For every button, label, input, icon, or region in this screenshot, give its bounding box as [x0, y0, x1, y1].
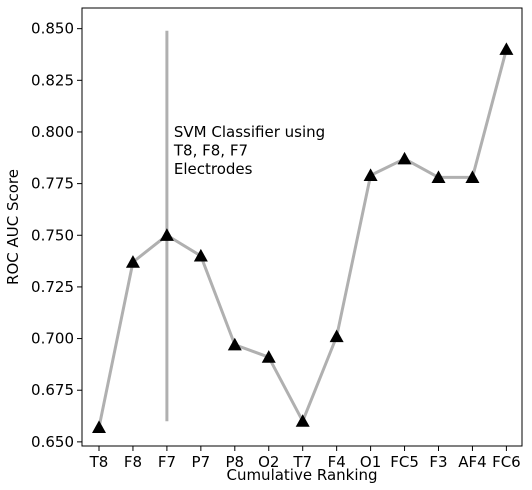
data-point-p8: [227, 337, 242, 351]
data-point-f8: [125, 255, 140, 268]
y-tick-label: 0.700: [31, 330, 74, 348]
x-tick-label: O1: [360, 453, 381, 471]
x-tick-label: F8: [124, 453, 142, 471]
data-point-fc6: [499, 42, 514, 55]
y-tick-label: 0.825: [31, 71, 74, 89]
data-point-af4: [465, 170, 480, 184]
data-point-f4: [329, 329, 344, 343]
data-point-f7: [159, 228, 174, 241]
x-tick-label: P7: [192, 453, 211, 471]
y-tick-label: 0.725: [31, 278, 74, 296]
y-tick-label: 0.750: [31, 226, 74, 244]
y-tick-label: 0.850: [31, 20, 74, 38]
annotation-line: Electrodes: [174, 160, 253, 178]
x-tick-label: F3: [429, 453, 447, 471]
data-point-p7: [193, 248, 208, 262]
x-tick-label: AF4: [458, 453, 486, 471]
annotation-line: T8, F8, F7: [173, 141, 248, 159]
data-point-f3: [431, 170, 446, 184]
x-axis-label: Cumulative Ranking: [226, 466, 377, 484]
y-tick-label: 0.800: [31, 123, 74, 141]
series-line: [97, 48, 508, 428]
data-point-fc5: [397, 151, 412, 165]
data-point-o2: [261, 350, 276, 363]
y-tick-label: 0.650: [31, 433, 74, 451]
x-tick-label: T7: [292, 453, 312, 471]
x-tick-label: F7: [158, 453, 176, 471]
y-axis-label: ROC AUC Score: [4, 169, 22, 285]
data-point-o1: [363, 168, 378, 181]
x-tick-label: O2: [258, 453, 279, 471]
x-tick-label: FC6: [492, 453, 521, 471]
x-tick-label: F4: [328, 453, 346, 471]
data-point-t7: [295, 414, 310, 427]
annotation-line: SVM Classifier using: [174, 123, 325, 141]
x-tick-label: FC5: [390, 453, 419, 471]
plot-frame: [81, 7, 523, 447]
x-tick-label: P8: [226, 453, 245, 471]
y-tick-label: 0.675: [31, 381, 74, 399]
y-tick-label: 0.775: [31, 175, 74, 193]
x-tick-label: T8: [89, 453, 109, 471]
data-point-t8: [92, 420, 106, 434]
